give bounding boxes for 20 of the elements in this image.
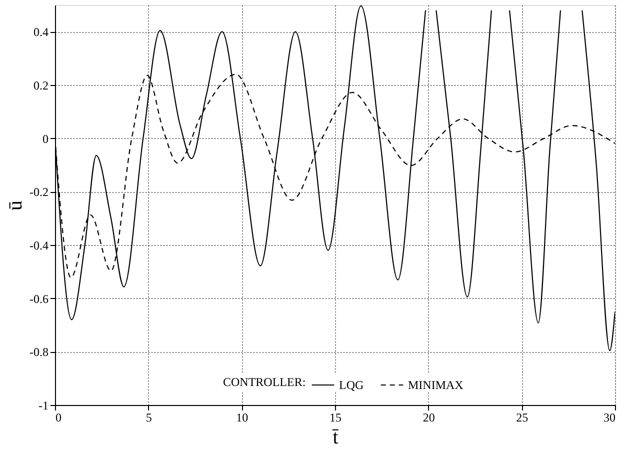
y-tick-label: -1	[38, 398, 48, 412]
y-tick-label: -0.4	[30, 238, 48, 252]
x-tick-label: 20	[422, 410, 435, 424]
x-tick-label: 10	[236, 410, 248, 424]
x-tick-label: 15	[330, 410, 342, 424]
y-tick-label: -0.2	[30, 185, 48, 200]
y-tick-label: -0.6	[30, 292, 48, 306]
y-tick-label: 0	[42, 132, 48, 146]
x-tick-label: 5	[146, 410, 152, 424]
y-tick-label: -0.8	[30, 345, 48, 360]
y-tick-label: 0.2	[34, 78, 48, 92]
y-axis-title: ū	[4, 200, 27, 210]
x-tick-label: 30	[604, 410, 616, 424]
legend-label: LQG	[339, 378, 364, 392]
x-axis-title: t̄	[331, 426, 340, 448]
x-tick-label: 0	[56, 410, 62, 424]
y-tick-label: 0.4	[34, 25, 48, 40]
legend-label: MINIMAX	[408, 378, 464, 392]
legend-title: CONTROLLER:	[223, 375, 306, 389]
x-tick-label: 25	[516, 410, 528, 424]
